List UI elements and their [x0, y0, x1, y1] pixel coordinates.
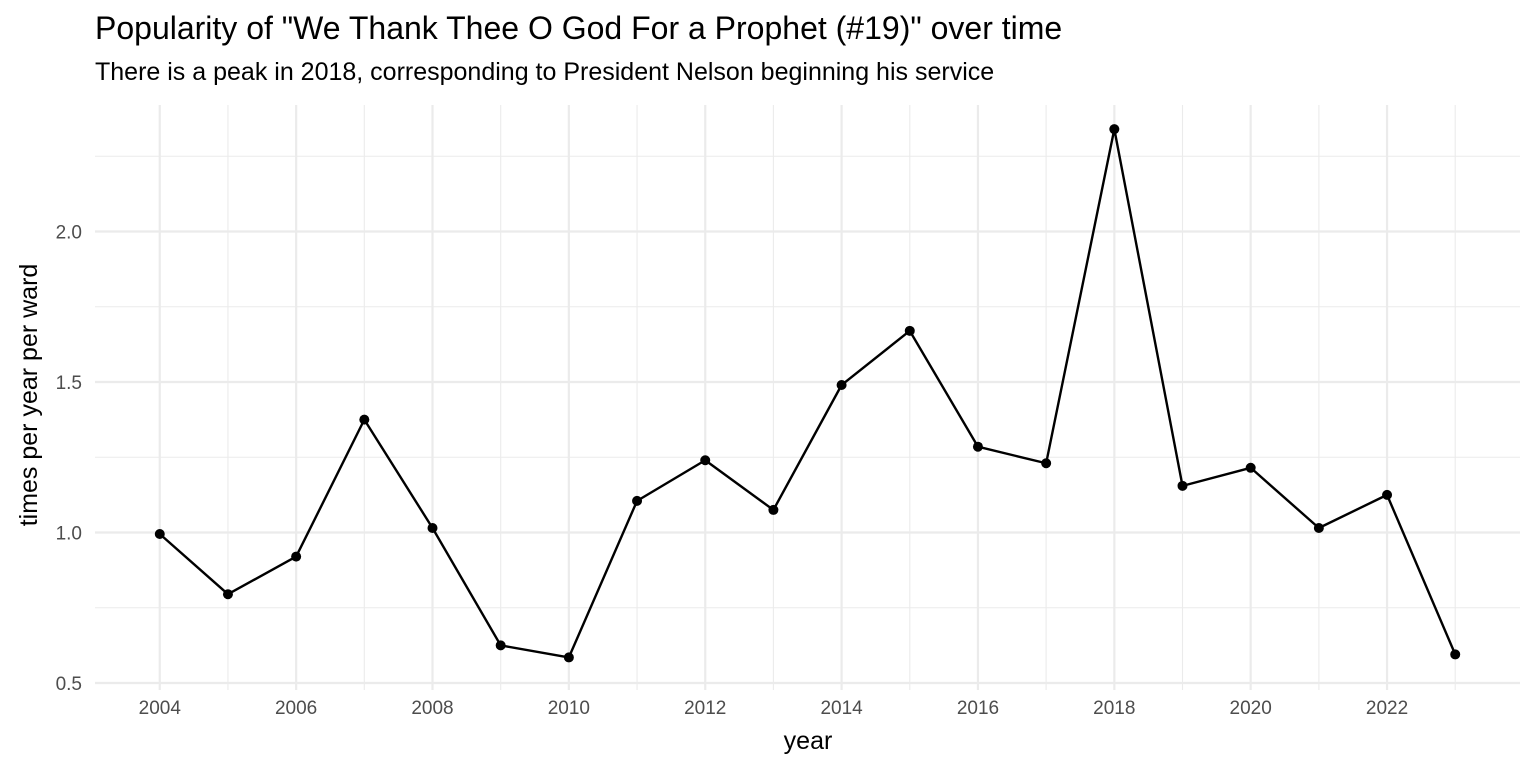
data-point	[359, 414, 370, 425]
data-point	[632, 495, 643, 506]
data-point	[700, 455, 711, 466]
y-tick-label: 0.5	[56, 674, 82, 695]
x-tick-label: 2018	[1093, 698, 1135, 719]
x-tick-label: 2014	[820, 698, 863, 719]
data-point	[495, 640, 506, 651]
data-point	[972, 441, 983, 452]
grid-major	[95, 105, 1520, 690]
data-point	[563, 652, 574, 663]
data-point	[427, 522, 438, 533]
data-points	[154, 124, 1461, 663]
data-point	[1177, 480, 1188, 491]
x-tick-label: 2012	[684, 698, 726, 719]
series-line-group	[158, 127, 1457, 659]
x-tick-label: 2008	[411, 698, 453, 719]
y-tick-label: 2.0	[56, 223, 82, 244]
data-point	[291, 551, 302, 562]
data-point	[154, 529, 165, 540]
y-tick-label: 1.0	[56, 524, 82, 545]
x-tick-label: 2004	[139, 698, 182, 719]
data-point	[222, 589, 233, 600]
data-point	[1313, 522, 1324, 533]
grid-minor	[95, 105, 1520, 690]
x-tick-label: 2016	[957, 698, 999, 719]
data-point	[1041, 458, 1052, 469]
data-point	[1109, 124, 1120, 135]
x-tick-label: 2010	[548, 698, 590, 719]
x-tick-label: 2020	[1230, 698, 1272, 719]
data-point	[1450, 649, 1461, 660]
data-point	[1245, 462, 1256, 473]
chart-subtitle: There is a peak in 2018, corresponding t…	[95, 58, 995, 86]
y-axis-title: times per year per ward	[15, 264, 43, 527]
x-axis-title: year	[784, 727, 833, 755]
y-tick-label: 1.5	[56, 373, 82, 394]
x-tick-label: 2022	[1366, 698, 1408, 719]
x-tick-label: 2006	[275, 698, 317, 719]
y-tick-labels: 0.5 1.0 1.5 2.0	[56, 223, 82, 696]
chart-title: Popularity of "We Thank Thee O God For a…	[95, 10, 1063, 46]
data-point	[768, 504, 779, 515]
data-point	[904, 325, 915, 336]
data-point	[836, 380, 847, 391]
series-line	[158, 127, 1457, 659]
data-point	[1382, 489, 1393, 500]
x-tick-labels: 2004 2006 2008 2010 2012 2014 2016 2018 2020 2022	[139, 698, 1409, 719]
